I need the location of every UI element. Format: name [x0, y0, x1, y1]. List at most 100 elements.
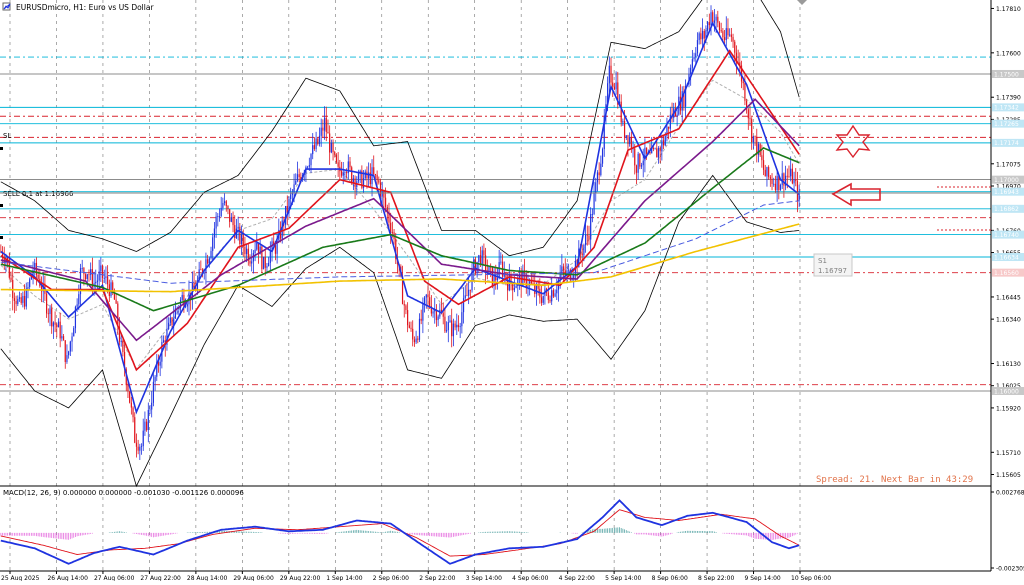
candle-body: [507, 279, 509, 291]
candle-body: [418, 318, 421, 340]
candle-body: [562, 266, 565, 271]
candle-body: [769, 176, 771, 179]
candle-body: [798, 191, 800, 201]
candle-body: [96, 280, 99, 282]
moving-average-red: [0, 49, 800, 372]
macd-tick-label: 0.002768: [996, 490, 1024, 497]
candle-body: [120, 340, 122, 342]
candle-body: [751, 119, 753, 143]
candle-body: [451, 320, 453, 337]
candle-body: [696, 40, 699, 54]
candle-body: [134, 417, 136, 443]
candle-body: [46, 293, 48, 314]
candle-body: [240, 234, 243, 244]
candle-body: [744, 83, 746, 101]
candle-body: [213, 228, 216, 238]
candle-body: [125, 369, 127, 386]
candle-body: [74, 306, 77, 329]
candle-body: [52, 322, 54, 327]
chart-shift-icon[interactable]: [797, 0, 807, 5]
price-tag-box: [992, 204, 1024, 213]
candle-body: [105, 276, 107, 278]
candle-body: [508, 273, 510, 291]
candle-body: [681, 91, 683, 111]
candle-body: [18, 297, 21, 299]
candle-body: [140, 446, 143, 447]
candle-body: [169, 317, 171, 323]
candle-body: [159, 361, 161, 366]
candle-body: [642, 160, 644, 166]
price-tag-box: [992, 103, 1024, 112]
price-tag-label: 1.16740: [994, 232, 1019, 239]
arrow-left-icon[interactable]: [831, 182, 881, 207]
candle-body: [573, 274, 575, 278]
candle-body: [427, 294, 429, 298]
price-tick-label: 1.16970: [996, 183, 1021, 190]
candle-body: [639, 153, 641, 167]
candle-body: [595, 182, 597, 194]
candle-body: [730, 34, 732, 38]
candle-body: [444, 316, 446, 332]
candle-body: [349, 161, 351, 168]
candle-body: [86, 274, 88, 279]
candle-body: [351, 167, 353, 183]
price-tag-label: 1.17500: [994, 71, 1019, 78]
candle-body: [691, 59, 693, 68]
candle-body: [656, 148, 658, 158]
candle-body: [456, 324, 458, 328]
candle-body: [762, 160, 765, 170]
candle-body: [100, 265, 102, 272]
price-tick-label: 1.17075: [996, 161, 1021, 168]
candle-body: [139, 446, 141, 451]
moving-average-dashed: [0, 200, 800, 284]
candle-body: [413, 339, 416, 343]
candle-body: [720, 30, 722, 32]
candle-body: [510, 273, 512, 283]
price-tag-box: [992, 268, 1024, 277]
price-tag-box: [992, 69, 1024, 78]
candle-body: [154, 376, 156, 382]
candle-body: [227, 205, 229, 210]
candle-body: [374, 174, 377, 175]
candle-body: [262, 256, 265, 270]
candle-body: [168, 322, 170, 330]
candle-body: [659, 147, 661, 152]
candle-body: [612, 82, 614, 87]
candle-body: [742, 81, 744, 84]
candle-body: [401, 275, 404, 305]
star-icon[interactable]: [835, 124, 871, 159]
candle-body: [547, 292, 549, 300]
candle-body: [279, 229, 282, 239]
candle-body: [718, 22, 721, 31]
candle-body: [352, 178, 354, 183]
candle-body: [446, 330, 448, 332]
candle-body: [625, 135, 627, 138]
candle-body: [368, 172, 370, 179]
candle-body: [412, 328, 414, 340]
candle-body: [361, 170, 363, 188]
candle-body: [66, 355, 68, 362]
candle-body: [422, 303, 424, 321]
candle-body: [591, 214, 593, 215]
candle-body: [284, 205, 287, 225]
candle-body: [115, 299, 117, 304]
candle-body: [603, 117, 605, 150]
candle-body: [664, 136, 666, 146]
candle-body: [73, 328, 75, 337]
time-axis[interactable]: 25 Aug 2025 26 Aug 14:00 27 Aug 06:00 27 Au…: [1, 571, 831, 582]
candle-body: [551, 290, 553, 302]
price-tick-label: 1.15710: [996, 450, 1021, 457]
candle-body: [32, 270, 34, 277]
candle-body: [761, 155, 763, 161]
sell-order-label[interactable]: SELL 0.1 at 1.16966: [3, 190, 74, 198]
candle-body: [56, 324, 58, 328]
candle-body: [107, 276, 109, 285]
candle-body: [442, 313, 444, 317]
candle-body: [786, 175, 788, 177]
candle-body: [712, 12, 714, 23]
candle-body: [247, 248, 249, 261]
candle-body: [395, 239, 397, 259]
candle-body: [357, 172, 360, 182]
